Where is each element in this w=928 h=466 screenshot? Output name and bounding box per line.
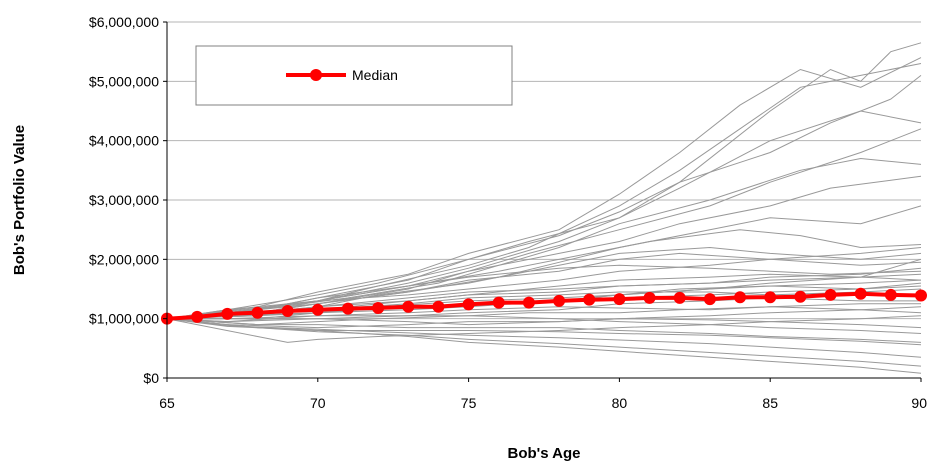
simulation-path-22 [166, 315, 922, 343]
simulation-path-12 [166, 264, 922, 320]
y-tick-label-1: $1,000,000 [89, 311, 159, 327]
median-series [161, 287, 927, 325]
median-point-23 [854, 287, 867, 300]
simulation-path-32 [166, 318, 922, 343]
legend-box [195, 45, 513, 106]
simulation-path-20 [166, 318, 922, 367]
median-point-19 [734, 291, 747, 304]
simulation-path-9 [166, 229, 922, 320]
median-point-21 [794, 290, 807, 303]
median-point-14 [583, 293, 596, 306]
median-point-16 [643, 291, 656, 304]
y-tick-label-5: $5,000,000 [89, 73, 159, 89]
y-tick-label-6: $6,000,000 [89, 14, 159, 30]
simulation-path-6 [166, 157, 922, 320]
median-point-1 [191, 310, 204, 323]
median-point-2 [221, 307, 234, 320]
simulation-path-19 [166, 318, 922, 358]
median-point-15 [613, 293, 626, 306]
median-point-20 [764, 291, 777, 304]
y-tick-label-3: $3,000,000 [89, 192, 159, 208]
y-tick-label-0: $0 [143, 370, 159, 386]
median-point-25 [915, 289, 927, 302]
median-point-8 [402, 300, 415, 313]
x-axis-title: Bob's Age [507, 445, 580, 462]
median-point-3 [251, 306, 264, 319]
y-axis-title: Bob's Portfolio Value [11, 125, 28, 275]
median-point-24 [884, 288, 897, 301]
legend: Median [195, 45, 513, 106]
median-point-10 [462, 298, 475, 311]
median-point-6 [341, 302, 354, 315]
legend-median-marker [310, 69, 322, 81]
median-point-12 [522, 296, 535, 309]
median-point-13 [553, 294, 566, 307]
median-point-7 [372, 301, 385, 314]
x-tick-label-4: 85 [762, 395, 778, 411]
median-point-4 [281, 304, 294, 317]
median-point-18 [703, 293, 716, 306]
x-tick-label-0: 65 [159, 395, 175, 411]
axes [163, 21, 922, 382]
median-point-22 [824, 288, 837, 301]
x-tick-label-5: 90 [911, 395, 927, 411]
simulation-path-1 [166, 57, 922, 320]
median-point-9 [432, 300, 445, 313]
median-point-5 [311, 303, 324, 316]
x-tick-label-3: 80 [612, 395, 628, 411]
simulation-path-7 [166, 175, 922, 320]
simulation-paths [166, 42, 922, 374]
x-tick-label-2: 75 [461, 395, 477, 411]
legend-median-label: Median [352, 67, 398, 83]
simulation-path-29 [166, 247, 922, 320]
y-tick-label-4: $4,000,000 [89, 133, 159, 149]
simulation-path-21 [166, 318, 922, 374]
y-tick-label-2: $2,000,000 [89, 251, 159, 267]
median-point-17 [673, 291, 686, 304]
simulation-path-16 [166, 306, 922, 326]
median-point-11 [492, 296, 505, 309]
x-tick-labels: 65 70 75 80 85 90 [159, 395, 927, 411]
simulation-path-30 [167, 306, 922, 326]
x-tick-label-1: 70 [310, 395, 326, 411]
y-tick-labels: $0 $1,000,000 $2,000,000 $3,000,000 $4,000,0… [89, 14, 159, 386]
simulation-path-8 [166, 205, 922, 320]
